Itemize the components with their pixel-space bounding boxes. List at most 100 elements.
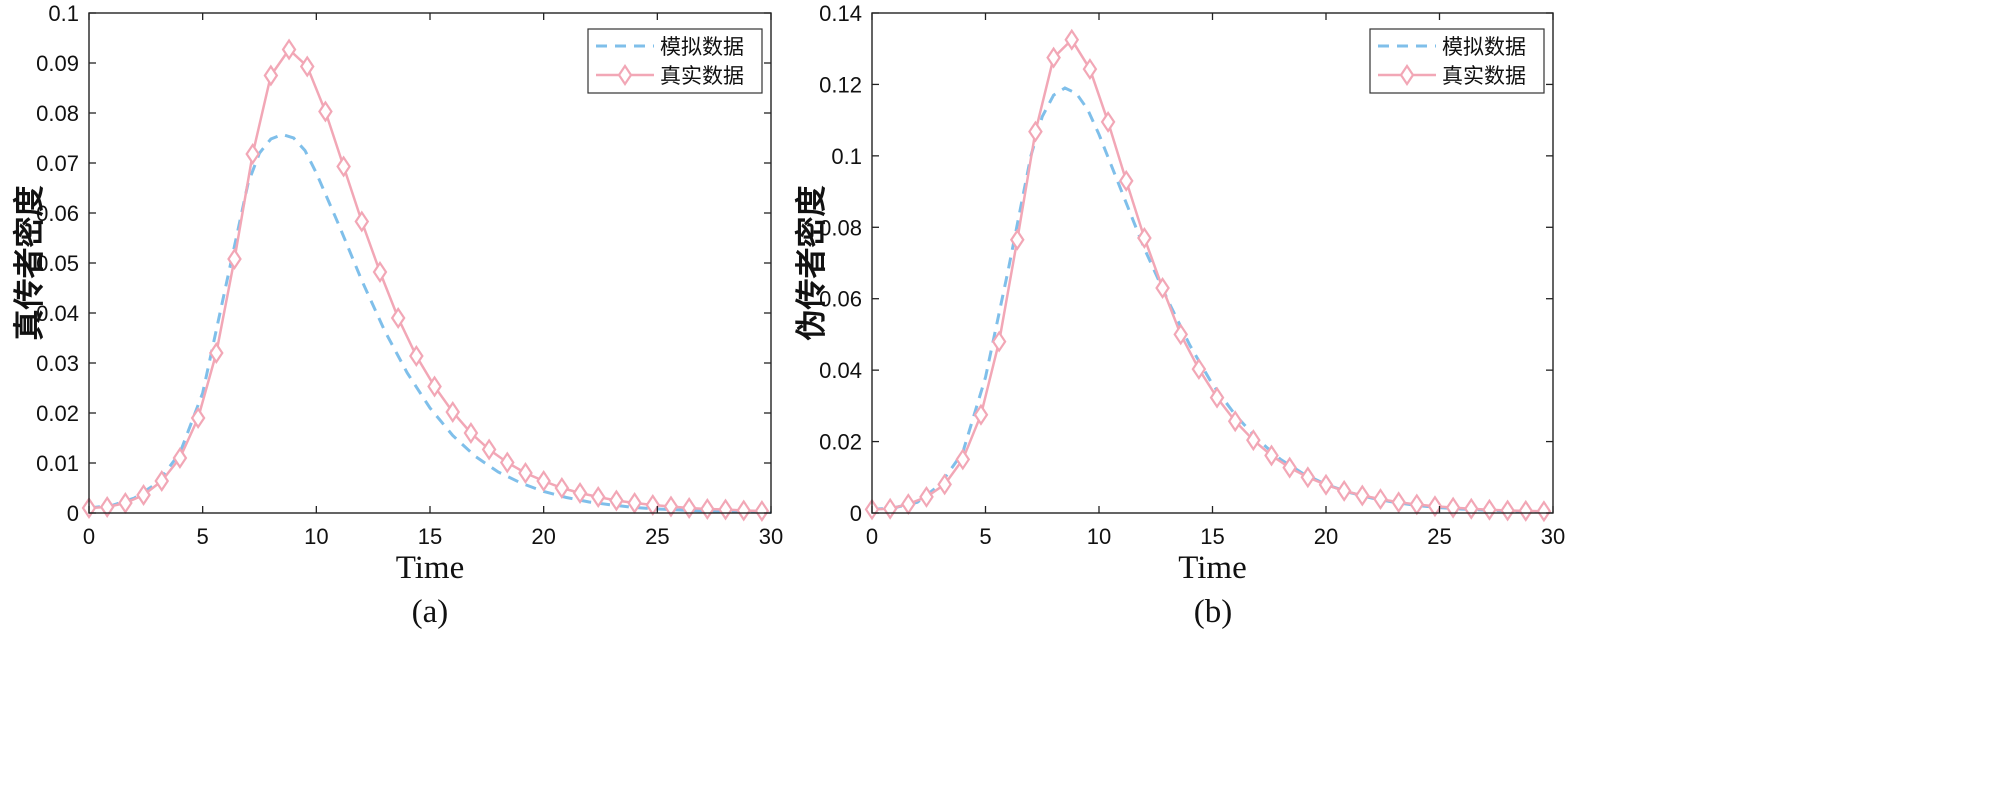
- legend-marker-real: [1399, 64, 1415, 86]
- y-tick-label: 0.12: [819, 72, 862, 97]
- series-marker-real: [736, 499, 752, 522]
- series-marker-real: [1227, 410, 1243, 433]
- series-marker-real: [991, 330, 1007, 353]
- series-marker-real: [1373, 488, 1388, 511]
- x-axis-title: Time: [396, 550, 464, 586]
- series-marker-real: [281, 38, 297, 61]
- y-axis-title: 伪传者密度: [794, 186, 830, 341]
- x-tick-label: 15: [1200, 524, 1224, 549]
- series-marker-real: [1282, 456, 1298, 479]
- panel-caption: (a): [412, 594, 449, 630]
- legend-label: 模拟数据: [660, 35, 744, 59]
- series-marker-real: [1155, 277, 1170, 299]
- series-marker-real: [463, 422, 479, 444]
- series-marker-real: [627, 492, 642, 514]
- series-marker-real: [1427, 495, 1443, 518]
- series-marker-real: [919, 485, 934, 508]
- series-marker-real: [499, 451, 515, 474]
- series-marker-real: [208, 342, 224, 364]
- x-tick-label: 20: [1314, 524, 1338, 549]
- legend-box: [587, 28, 763, 94]
- series-marker-real: [409, 345, 424, 367]
- x-tick-label: 25: [645, 524, 669, 549]
- series-marker-real: [336, 155, 351, 178]
- y-tick-label: 0: [67, 501, 79, 526]
- series-marker-real: [1318, 473, 1334, 496]
- panel-caption: (b): [1194, 594, 1232, 630]
- series-marker-real: [1082, 58, 1098, 81]
- series-marker-real: [1100, 110, 1116, 133]
- series-marker-real: [245, 143, 261, 165]
- x-tick-label: 10: [1087, 524, 1111, 549]
- y-tick-label: 0.14: [819, 1, 862, 26]
- series-marker-real: [299, 55, 315, 78]
- series-marker-real: [390, 307, 406, 329]
- series-marker-real: [609, 489, 624, 512]
- y-tick-label: 0: [850, 501, 862, 526]
- series-marker-real: [1264, 444, 1279, 467]
- y-tick-label: 0.02: [819, 430, 862, 455]
- x-tick-label: 15: [418, 524, 442, 549]
- series-line-simulated: [88, 132, 772, 514]
- series-marker-real: [718, 498, 733, 521]
- series-marker-real: [136, 484, 151, 506]
- x-tick-label: 25: [1427, 524, 1451, 549]
- x-tick-label: 30: [759, 524, 783, 549]
- plot-area: [872, 13, 1553, 513]
- series-marker-real: [1173, 323, 1189, 346]
- series-marker-real: [663, 495, 679, 518]
- series-marker-real: [354, 210, 370, 233]
- series-marker-real: [754, 500, 770, 522]
- x-tick-label: 0: [83, 524, 95, 549]
- series-marker-real: [1064, 28, 1080, 51]
- series-marker-real: [955, 448, 971, 471]
- y-tick-label: 0.06: [36, 201, 79, 226]
- x-tick-label: 5: [197, 524, 209, 549]
- series-marker-real: [318, 100, 333, 123]
- series-marker-real: [263, 64, 279, 87]
- y-tick-label: 0.01: [36, 451, 79, 476]
- series-marker-real: [973, 403, 989, 426]
- legend-box: [1369, 28, 1545, 94]
- series-marker-real: [1354, 484, 1370, 507]
- legend-label: 模拟数据: [1442, 35, 1526, 59]
- x-tick-label: 30: [1541, 524, 1565, 549]
- series-marker-real: [1445, 496, 1461, 519]
- y-tick-label: 0.08: [36, 101, 79, 126]
- series-marker-real: [1209, 386, 1225, 409]
- series-marker-real: [536, 470, 551, 492]
- series-marker-real: [1191, 358, 1207, 381]
- series-marker-real: [1300, 466, 1316, 489]
- series-marker-real: [1500, 499, 1515, 522]
- x-tick-label: 10: [304, 524, 328, 549]
- series-marker-real: [572, 482, 588, 504]
- y-tick-label: 0.09: [36, 51, 79, 76]
- y-tick-label: 0.03: [36, 351, 79, 376]
- chart-panel-a: 0 5 10 15 20 25 30 0 0.01 0.02 0.03 0.04 0.05 0.06 0.0…: [12, 1, 783, 630]
- x-tick-label: 20: [531, 524, 555, 549]
- series-marker-real: [372, 261, 388, 283]
- y-tick-label: 0.06: [819, 287, 862, 312]
- legend-marker-real: [617, 64, 633, 86]
- series-marker-real: [227, 248, 242, 270]
- series-marker-real: [518, 462, 533, 484]
- series-marker-real: [1009, 228, 1025, 251]
- x-tick-label: 0: [866, 524, 878, 549]
- series-marker-real: [190, 407, 206, 429]
- series-marker-real: [1336, 479, 1352, 502]
- series-marker-real: [1518, 499, 1534, 522]
- series-marker-real: [1046, 46, 1061, 69]
- series-marker-real: [99, 496, 115, 518]
- series-marker-real: [172, 447, 188, 469]
- x-tick-label: 5: [979, 524, 991, 549]
- series-marker-real: [1118, 169, 1134, 192]
- x-axis-title: Time: [1178, 550, 1246, 586]
- series-marker-real: [1137, 227, 1152, 249]
- chart-panel-b: 0 5 10 15 20 25 30 0 0.02 0.04 0.06 0.08 0.1 0.12 0.14…: [794, 1, 1565, 630]
- series-marker-real: [1536, 500, 1552, 523]
- y-tick-label: 0.02: [36, 401, 79, 426]
- series-marker-real: [154, 470, 170, 492]
